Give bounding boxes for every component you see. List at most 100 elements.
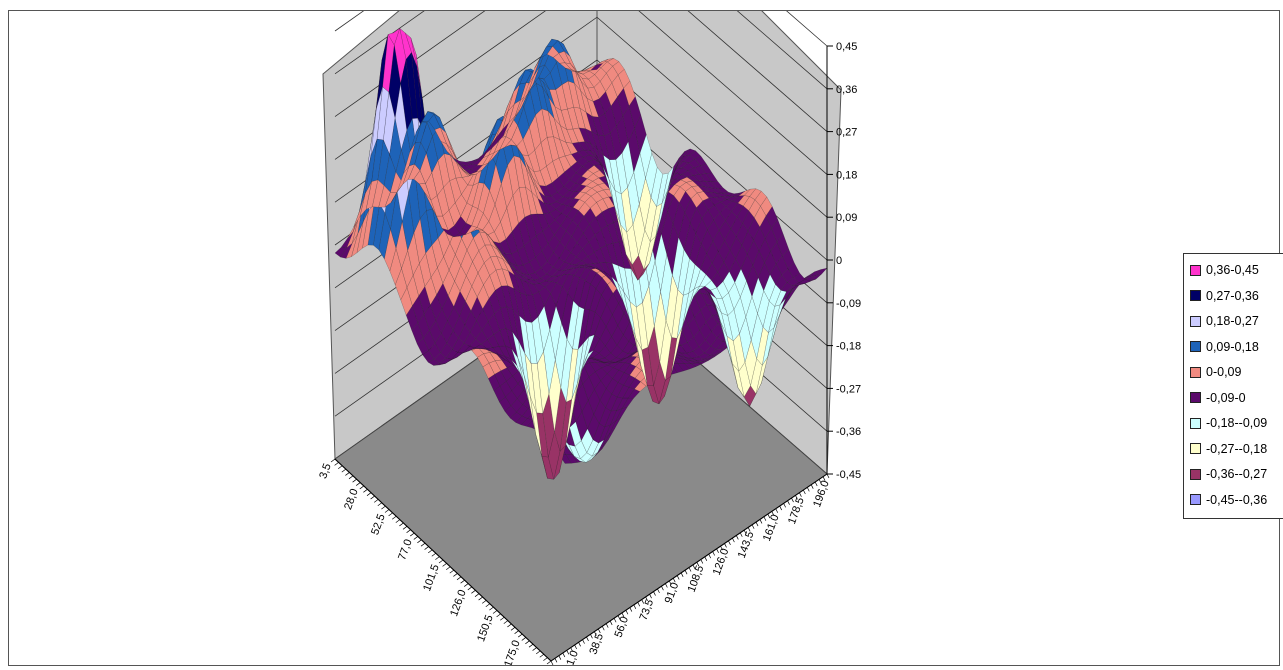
legend-label: -0,18--0,09 <box>1206 416 1268 430</box>
legend-label: 0-0,09 <box>1206 365 1242 379</box>
left-axis-minor-tick <box>517 633 523 638</box>
right-axis-minor-tick <box>783 503 786 508</box>
right-axis-tick-label: 143,5 <box>736 530 757 560</box>
left-axis-minor-tick <box>381 505 386 510</box>
right-axis-minor-tick <box>700 559 704 564</box>
right-axis-minor-tick <box>586 636 589 642</box>
left-axis-minor-tick <box>489 606 494 611</box>
right-axis-minor-tick <box>743 529 747 535</box>
left-axis-minor-tick <box>388 512 393 517</box>
legend-label: 0,36-0,45 <box>1206 263 1259 277</box>
left-axis-minor-tick <box>514 630 519 634</box>
legend-label: -0,09-0 <box>1206 390 1246 405</box>
right-axis-minor-tick <box>621 612 625 618</box>
right-axis-minor-tick <box>562 652 566 658</box>
left-axis-minor-tick <box>427 549 433 554</box>
right-axis-minor-tick <box>787 500 790 505</box>
right-axis-minor-tick <box>720 545 723 551</box>
right-axis-minor-tick <box>763 516 767 521</box>
left-axis-minor-tick <box>456 576 462 581</box>
right-axis-minor-tick <box>724 543 727 548</box>
z-tick-label: 0,45 <box>836 41 857 53</box>
right-axis-minor-tick <box>755 521 759 527</box>
left-axis-minor-tick <box>352 478 357 483</box>
right-axis-tick-label: 38,5 <box>587 632 606 656</box>
left-axis-minor-tick <box>420 542 426 547</box>
right-axis-minor-tick <box>676 575 680 580</box>
right-axis-minor-tick <box>582 639 585 644</box>
left-axis-minor-tick <box>546 660 552 665</box>
left-axis-minor-tick <box>442 563 447 567</box>
left-axis-minor-tick <box>539 653 545 658</box>
right-axis-minor-tick <box>771 511 775 516</box>
left-axis-minor-tick <box>485 603 491 608</box>
right-axis-minor-tick <box>767 513 771 519</box>
right-axis-minor-tick <box>696 562 700 567</box>
legend-swatch <box>1190 366 1201 378</box>
left-axis-minor-tick <box>334 462 339 466</box>
left-axis-minor-tick <box>424 546 429 550</box>
legend-swatch <box>1190 315 1201 327</box>
left-axis-tick-label: 199,5 <box>529 664 550 666</box>
right-axis-minor-tick <box>759 519 763 524</box>
right-axis-minor-tick <box>716 548 719 553</box>
right-axis-minor-tick <box>665 583 668 588</box>
left-axis-minor-tick <box>525 640 530 645</box>
right-axis-minor-tick <box>747 527 751 532</box>
right-axis-minor-tick <box>645 596 648 602</box>
left-axis-tick-label: 52,5 <box>369 512 388 536</box>
legend: 0,36-0,45 0,27-0,36 0,18-0,27 0,09-0,18 0-0,… <box>1183 253 1283 519</box>
left-axis-minor-tick <box>460 579 465 584</box>
right-axis-minor-tick <box>637 602 641 607</box>
left-axis-minor-tick <box>330 458 336 463</box>
left-axis-minor-tick <box>348 475 354 480</box>
right-axis-minor-tick <box>684 570 688 575</box>
left-axis-minor-tick <box>417 539 422 544</box>
left-axis-minor-tick <box>521 637 527 641</box>
left-axis-tick-label: 175,0 <box>502 639 523 666</box>
right-axis-minor-tick <box>799 492 802 497</box>
gridline <box>334 11 828 132</box>
legend-item: -0,36--0,27 <box>1190 464 1267 484</box>
left-axis-minor-tick <box>406 529 411 533</box>
left-axis-tick-label: 28,0 <box>342 487 361 511</box>
left-axis-minor-tick <box>478 596 483 601</box>
left-axis-minor-tick <box>499 616 505 621</box>
left-axis-minor-tick <box>435 556 440 560</box>
right-axis-minor-tick <box>814 481 818 487</box>
left-axis-minor-tick <box>532 647 537 651</box>
left-axis-minor-tick <box>438 559 444 564</box>
legend-item: 0,36-0,45 <box>1190 260 1259 280</box>
z-tick-label: 0,18 <box>836 169 857 181</box>
legend-item: 0,27-0,36 <box>1190 286 1259 306</box>
right-axis-minor-tick <box>653 591 656 596</box>
legend-item: -0,18--0,09 <box>1190 413 1267 433</box>
left-axis-minor-tick <box>409 532 415 537</box>
right-axis-minor-tick <box>803 489 806 495</box>
right-axis-minor-tick <box>558 655 562 660</box>
z-tick-label: -0,27 <box>836 383 861 395</box>
legend-swatch <box>1190 392 1201 403</box>
right-axis-minor-tick <box>601 626 605 631</box>
right-axis-minor-tick <box>590 634 593 639</box>
z-tick-label: 0,09 <box>836 212 857 224</box>
legend-label: -0,45--0,36 <box>1206 492 1268 507</box>
right-axis-minor-tick <box>826 473 830 479</box>
right-axis-minor-tick <box>728 540 731 545</box>
left-axis-minor-tick <box>528 643 534 648</box>
right-axis-minor-tick <box>810 484 814 489</box>
left-axis-minor-tick <box>384 509 390 513</box>
right-axis-minor-tick <box>625 610 629 615</box>
left-axis-minor-tick <box>402 526 408 530</box>
right-axis-minor-tick <box>570 647 574 652</box>
legend-swatch <box>1190 417 1201 429</box>
left-axis-minor-tick <box>337 465 343 470</box>
legend-swatch <box>1190 494 1201 505</box>
left-axis-tick-label: 3,5 <box>317 462 334 480</box>
surface-cell <box>590 63 604 71</box>
left-axis-tick-label: 101,5 <box>421 563 442 593</box>
right-axis-minor-tick <box>688 567 692 572</box>
left-axis-minor-tick <box>471 590 476 594</box>
legend-label: -0,27--0,18 <box>1206 441 1268 456</box>
right-axis-minor-tick <box>617 615 621 620</box>
